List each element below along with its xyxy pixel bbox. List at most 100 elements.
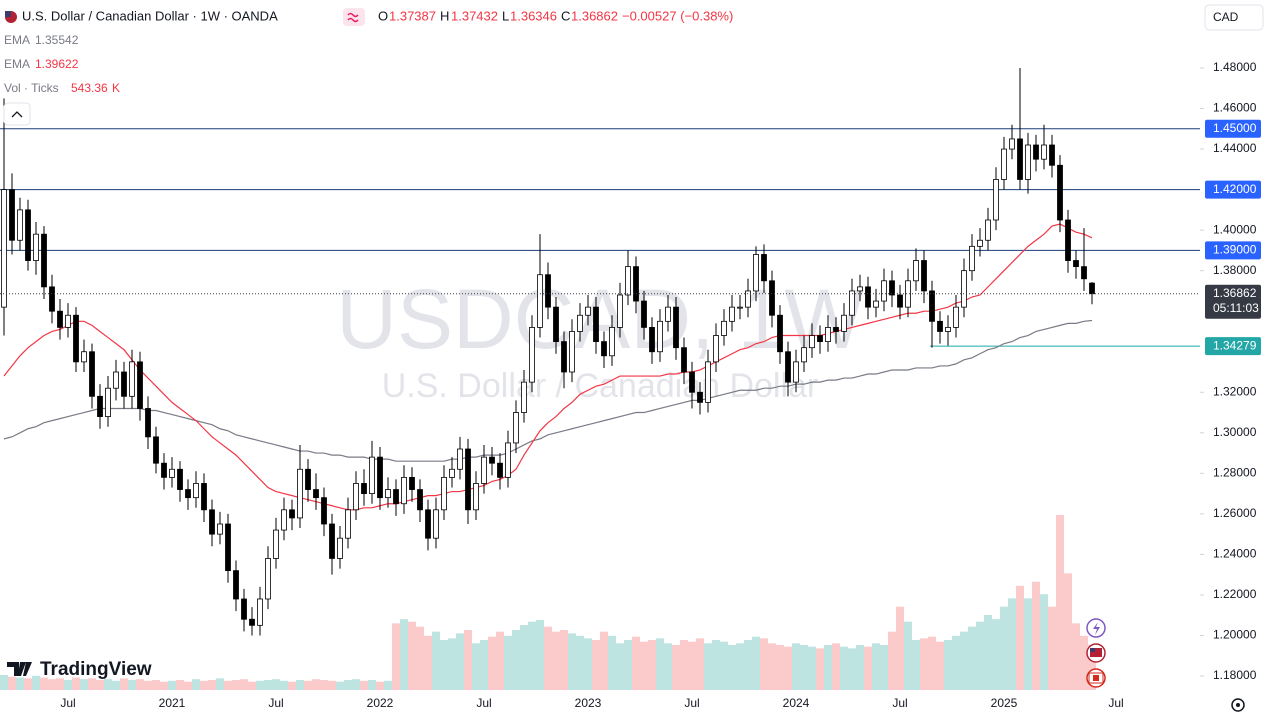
candle-body	[953, 306, 959, 328]
candle-body	[361, 483, 367, 495]
candle-body	[521, 381, 527, 413]
candle-body	[585, 306, 591, 316]
volume-bar	[416, 626, 424, 690]
volume-bar	[928, 636, 936, 690]
candle-body	[329, 523, 335, 559]
volume-bar	[304, 680, 312, 690]
watermark-symbol: USDCAD, 1W	[336, 272, 863, 366]
candle-body	[97, 395, 103, 417]
volume-bar	[1072, 623, 1080, 690]
candle-body	[497, 462, 503, 478]
volume-bar	[24, 678, 32, 690]
volume-bar	[688, 641, 696, 690]
compare-badge[interactable]	[343, 8, 365, 26]
volume-bar	[200, 680, 208, 690]
candle-body	[625, 266, 631, 296]
volume-name: Vol · Ticks	[4, 81, 59, 95]
x-tick-label: 2025	[991, 696, 1018, 710]
logo-text: TradingView	[40, 659, 152, 680]
volume-bar	[456, 633, 464, 690]
volume-bar	[248, 681, 256, 690]
y-tick-label: 1.22000	[1213, 587, 1257, 601]
y-tick-label: 1.26000	[1213, 506, 1257, 520]
symbol-title[interactable]: U.S. Dollar / Canadian Dollar · 1W · OAN…	[22, 8, 278, 23]
candle-body	[881, 280, 887, 302]
candle-body	[729, 306, 735, 322]
candle-body	[697, 391, 703, 403]
volume-bar	[1032, 581, 1040, 690]
support-badge	[1205, 337, 1261, 356]
candle-body	[457, 448, 463, 470]
candle-body	[25, 209, 31, 261]
volume-bar	[528, 621, 536, 690]
candle-body	[649, 327, 655, 353]
countdown-label: 05:11:03	[1213, 301, 1259, 315]
candle-body	[769, 280, 775, 316]
collapse-button[interactable]	[3, 102, 31, 126]
candle-body	[17, 209, 23, 241]
volume-bar	[296, 680, 304, 690]
volume-bar	[1048, 606, 1056, 690]
low-value: 1.36346	[510, 8, 557, 23]
volume-bar	[1064, 573, 1072, 690]
candle-body	[193, 483, 199, 499]
volume-bar	[48, 679, 56, 690]
y-tick-label: 1.18000	[1213, 668, 1257, 682]
volume-bar	[392, 623, 400, 690]
candle-body	[737, 306, 743, 309]
volume-bar	[136, 679, 144, 690]
candle-body	[185, 489, 191, 499]
volume-bar	[64, 680, 72, 690]
candle-body	[809, 335, 815, 349]
volume-bar	[40, 677, 48, 690]
volume-bar	[584, 638, 592, 690]
volume-bar	[984, 615, 992, 690]
candle-body	[217, 523, 223, 535]
volume-bar	[336, 681, 344, 690]
candle-body	[865, 286, 871, 308]
settings-button[interactable]	[1231, 698, 1245, 712]
candle-body	[945, 327, 951, 332]
volume-bar	[152, 680, 160, 690]
candle-body	[393, 489, 399, 505]
x-tick-label: 2023	[575, 696, 602, 710]
candle-body	[537, 274, 543, 328]
volume-bar	[232, 680, 240, 690]
open-label: O	[378, 8, 388, 23]
candle-body	[89, 351, 95, 397]
support-label: 1.34279	[1213, 338, 1257, 352]
candle-body	[137, 361, 143, 409]
volume-bar	[408, 621, 416, 690]
candle-body	[401, 476, 407, 505]
candle-body	[321, 497, 327, 525]
candle-body	[777, 314, 783, 353]
x-tick-label: Jul	[60, 696, 75, 710]
volume-bar	[80, 679, 88, 690]
volume-bar	[544, 626, 552, 690]
us-flag-canton	[1090, 648, 1095, 652]
volume-bar	[536, 620, 544, 690]
volume-bar	[376, 681, 384, 690]
candle-body	[857, 286, 863, 292]
volume-bar	[272, 679, 280, 690]
candle-body	[225, 523, 231, 572]
volume-bar	[760, 638, 768, 690]
volume-bar	[448, 638, 456, 690]
currency-button[interactable]	[1204, 4, 1264, 31]
candle-body	[241, 598, 247, 620]
volume-bar	[240, 679, 248, 690]
volume-bar	[104, 679, 112, 690]
volume-bar	[616, 643, 624, 690]
candle-body	[113, 371, 119, 389]
volume-bar	[848, 648, 856, 690]
candle-body	[345, 509, 351, 539]
volume-bar	[424, 635, 432, 690]
close-value: 1.36862	[571, 8, 618, 23]
volume-bar	[768, 643, 776, 690]
candle-body	[609, 327, 615, 357]
volume-bar	[832, 643, 840, 690]
low-label: L	[502, 8, 509, 23]
candle-body	[513, 412, 519, 444]
volume-bar	[880, 645, 888, 690]
volume-bar	[952, 635, 960, 690]
